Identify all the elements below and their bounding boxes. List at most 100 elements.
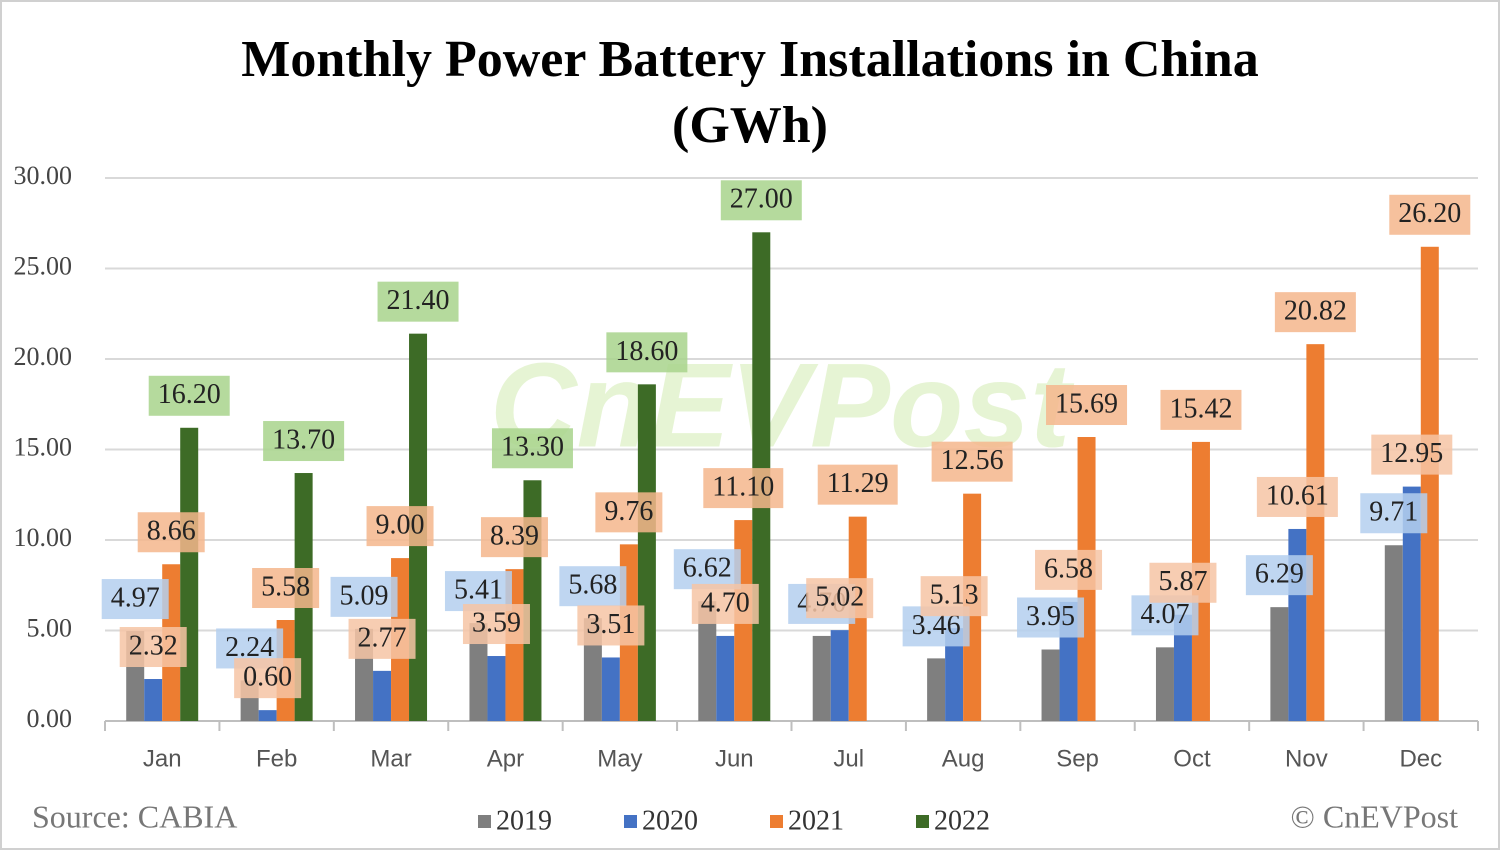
legend-label: 2022 [934,805,990,836]
chart-title: Monthly Power Battery Installations in C… [241,31,1258,88]
data-label-box [559,566,627,607]
data-label: 5.02 [815,582,864,613]
y-tick-label: 20.00 [14,342,73,371]
data-label: 6.29 [1255,559,1304,590]
data-label: 13.70 [272,424,335,455]
bar [144,679,163,721]
y-tick-label: 5.00 [27,613,73,642]
bar [487,656,506,721]
bar [523,480,542,721]
bar [1306,344,1325,721]
y-tick-label: 10.00 [14,523,73,552]
source: Source: CABIA [32,798,237,834]
bar [848,516,867,721]
data-label: 18.60 [615,336,678,367]
bar [812,635,831,721]
data-label-box [480,517,548,558]
data-label: 6.62 [683,553,732,584]
data-label-box [330,576,398,617]
bar [469,623,488,721]
bar [1173,614,1192,721]
data-label-box [1256,476,1338,517]
data-label: 9.00 [376,510,425,541]
data-label: 2.32 [129,630,178,661]
data-label-box [1149,562,1217,603]
data-label: 8.66 [147,516,196,547]
data-label: 11.29 [827,468,889,499]
data-label: 8.39 [490,521,539,552]
legend-label: 2019 [496,805,552,836]
data-label: 3.95 [1026,601,1075,632]
data-label: 11.10 [712,472,774,503]
data-labels: 4.97 2.32 8.66 16.20 2.240.60 5.58 13.70 5.09 2.… [101,180,1471,699]
data-label-box [595,492,663,533]
data-label-box [577,605,645,646]
data-label-box [462,604,530,645]
data-label: 9.76 [604,496,653,527]
bar [830,630,849,721]
bar [698,601,717,721]
data-label-box [1046,385,1128,426]
data-label: 2.77 [358,622,407,653]
data-label-box [703,468,784,509]
bar [601,657,620,721]
data-label-box [720,180,802,221]
bar [945,628,964,721]
data-label-box [1360,493,1428,534]
data-label-box [806,578,874,619]
data-label: 3.51 [586,609,635,640]
data-label: 5.87 [1158,566,1207,597]
legend-label: 2021 [788,805,844,836]
data-label: 13.30 [501,432,564,463]
bar [1384,545,1403,721]
bar [258,710,277,721]
x-tick-label: Jan [143,745,182,772]
data-label: 20.82 [1284,296,1347,327]
data-label-box [931,441,1013,482]
legend-swatch [478,815,491,828]
data-label: 2.24 [225,632,274,663]
legend-swatch [770,815,783,828]
legend-swatch [916,815,929,828]
data-label: 5.41 [454,575,503,606]
x-tick-label: Oct [1173,745,1211,772]
data-label-box [1274,292,1356,333]
data-label: 26.20 [1398,198,1461,229]
data-label-box [263,421,345,462]
legend-label: 2020 [642,805,698,836]
data-label-box [1245,555,1313,596]
bar [1270,607,1289,721]
bar [637,384,656,721]
data-label-box [1160,389,1242,430]
x-tick-label: Sep [1056,745,1099,772]
data-label: 5.58 [261,571,310,602]
bar [1041,649,1060,721]
data-label-box [606,332,688,373]
data-label-box [691,583,759,624]
data-label: 4.07 [1140,599,1189,630]
x-tick-label: Jul [833,745,864,772]
data-label: 15.69 [1055,388,1118,419]
data-label: 5.13 [930,580,979,611]
data-label: 27.00 [730,184,793,215]
x-tick-label: Nov [1285,745,1328,772]
y-tick-label: 30.00 [14,161,73,190]
data-label-box [234,658,302,699]
data-label-box [119,627,187,668]
x-tick-label: Feb [256,745,297,772]
x-tick-label: Aug [942,745,985,772]
x-tick-label: Jun [715,745,754,772]
data-label: 21.40 [387,285,450,316]
bar [1155,647,1174,721]
data-label-box [252,568,320,609]
legend-swatch [624,815,637,828]
data-label-box [1017,597,1085,638]
data-label: 12.56 [941,445,1004,476]
data-label: 6.58 [1044,553,1093,584]
data-label-box [366,506,434,547]
x-tick-label: Apr [487,745,524,772]
data-label: 4.97 [111,582,160,613]
data-label-box [491,428,573,469]
bar [1420,246,1439,721]
bar [373,670,392,721]
